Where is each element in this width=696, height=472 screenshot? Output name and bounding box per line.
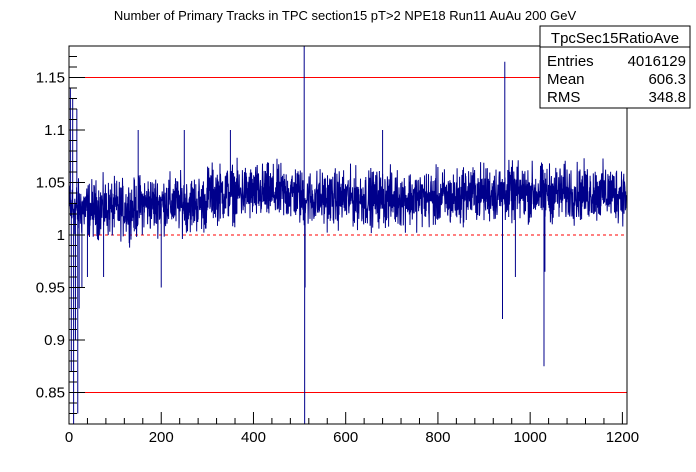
y-tick-label-3: 1 (57, 227, 65, 244)
stats-entries-label: Entries (547, 53, 594, 70)
stats-box: TpcSec15RatioAve Entries 4016129 Mean 60… (539, 25, 691, 109)
reference-lines (69, 77, 627, 393)
y-tick-label-4: 1.05 (36, 175, 65, 192)
x-tick-label-6: 1200 (606, 429, 639, 446)
y-tick-label-2: 0.95 (36, 280, 65, 297)
x-axis: 0 200 400 600 800 1000 1200 (65, 412, 639, 446)
x-tick-label-4: 800 (425, 429, 450, 446)
stats-mean-value: 606.3 (648, 71, 686, 88)
series-layer (69, 46, 627, 424)
outlier-spikes (69, 46, 546, 424)
stats-entries-value: 4016129 (628, 53, 686, 70)
stats-rms-value: 348.8 (648, 89, 686, 106)
x-tick-label-3: 600 (333, 429, 358, 446)
x-tick-label-2: 400 (241, 429, 266, 446)
y-tick-label-1: 0.9 (44, 332, 65, 349)
stats-mean-label: Mean (547, 71, 585, 88)
y-tick-label-0: 0.85 (36, 385, 65, 402)
stats-box-frame (539, 25, 691, 109)
stats-box-title: TpcSec15RatioAve (551, 30, 679, 47)
y-tick-label-5: 1.1 (44, 122, 65, 139)
chart-title: Number of Primary Tracks in TPC section1… (114, 8, 577, 23)
x-tick-label-5: 1000 (513, 429, 546, 446)
stats-rms-label: RMS (547, 89, 580, 106)
series-line (69, 157, 627, 248)
x-tick-label-1: 200 (149, 429, 174, 446)
x-tick-label-0: 0 (65, 429, 73, 446)
y-tick-label-6: 1.15 (36, 70, 65, 87)
y-axis: 0.85 0.9 0.95 1 1.05 1.1 1.15 (36, 45, 85, 425)
